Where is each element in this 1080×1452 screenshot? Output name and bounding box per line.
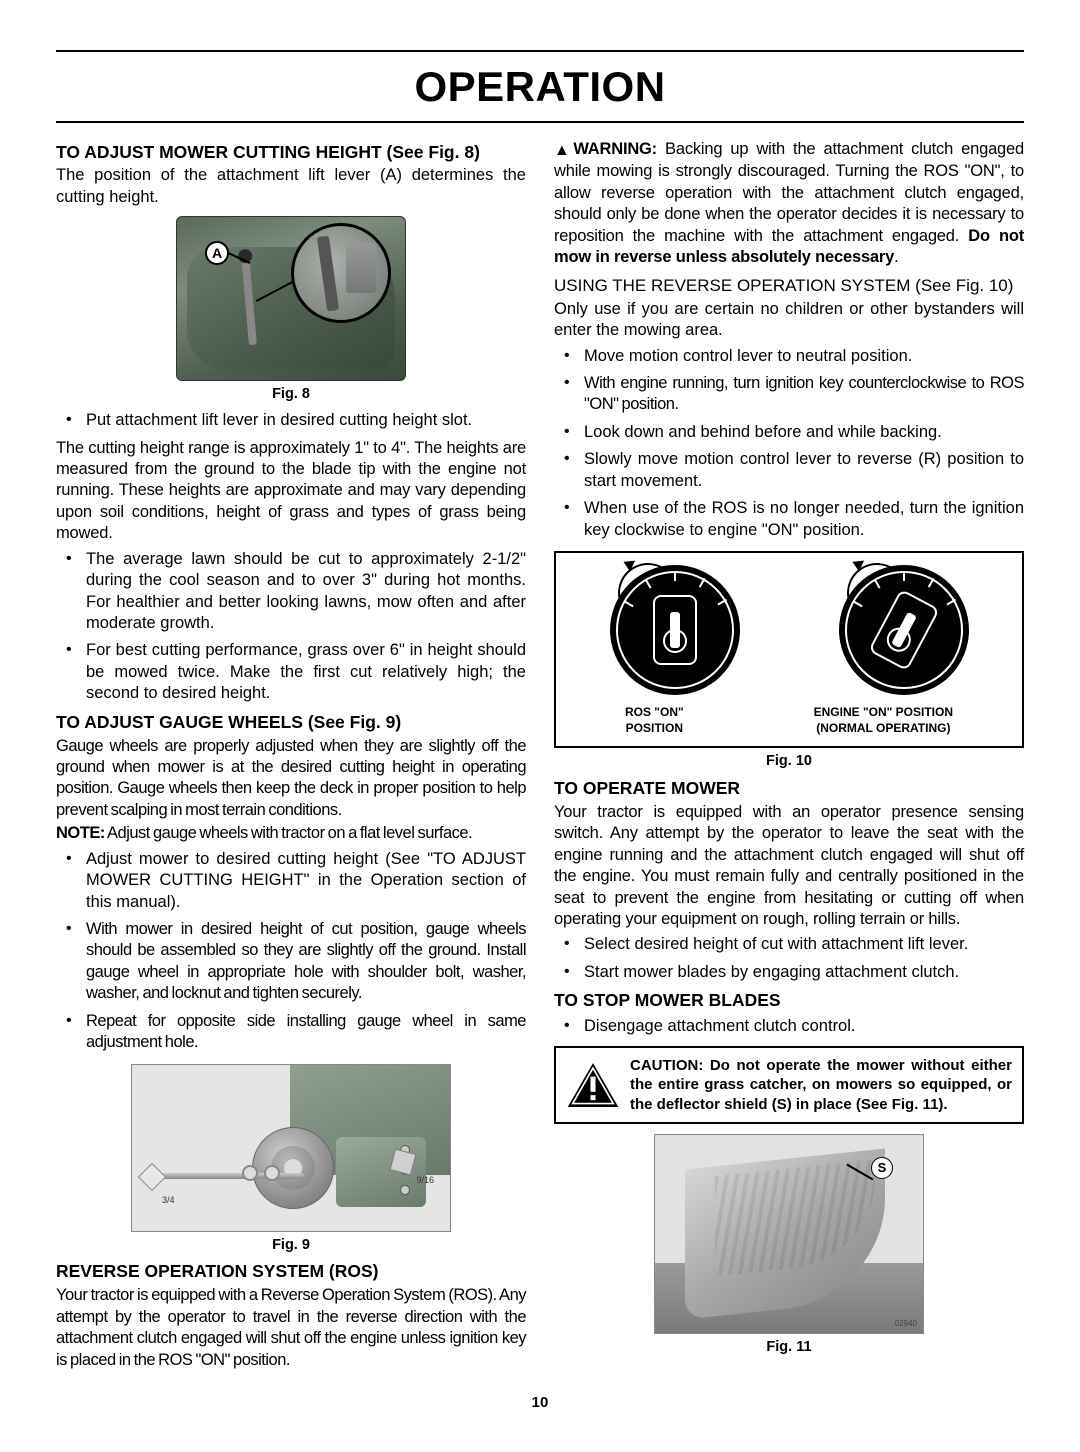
figure-10-label-right: ENGINE "ON" POSITION (NORMAL OPERATING) (814, 705, 953, 736)
figure-8: A (176, 216, 406, 381)
bullet-select-height: Select desired height of cut with attach… (554, 934, 1024, 955)
bullet-lift-lever: Put attachment lift lever in desired cut… (56, 410, 526, 431)
bullet-repeat-opposite: Repeat for opposite side installing gaug… (56, 1011, 526, 1054)
figure-9-size-916: 9/16 (416, 1175, 434, 1187)
caution-triangle-icon (566, 1061, 620, 1109)
bullet-turn-key-ccw: With engine running, turn ignition key c… (554, 373, 1024, 416)
bullet-look-behind: Look down and behind before and while ba… (554, 422, 1024, 443)
figure-8-caption: Fig. 8 (56, 385, 526, 404)
bullet-best-cutting: For best cutting performance, grass over… (56, 640, 526, 704)
bullet-turn-key-cw: When use of the ROS is no longer needed,… (554, 498, 1024, 541)
title-rule (56, 121, 1024, 123)
bullet-neutral: Move motion control lever to neutral pos… (554, 346, 1024, 367)
bullet-list-3: Adjust mower to desired cutting height (… (56, 849, 526, 1054)
caution-box: CAUTION: Do not operate the mower withou… (554, 1046, 1024, 1125)
bullet-list-4: Move motion control lever to neutral pos… (554, 346, 1024, 542)
para-lift-lever: The position of the attachment lift leve… (56, 165, 526, 208)
note-text: Adjust gauge wheels with tractor on a fl… (105, 824, 472, 842)
bullet-reverse: Slowly move motion control lever to reve… (554, 449, 1024, 492)
heading-operate-mower: TO OPERATE MOWER (554, 777, 1024, 800)
para-ros: Your tractor is equipped with a Reverse … (56, 1285, 526, 1371)
para-only-use: Only use if you are certain no children … (554, 299, 1024, 342)
dial-engine-on (839, 565, 969, 695)
bullet-disengage: Disengage attachment clutch control. (554, 1016, 1024, 1037)
bullet-list-2: The average lawn should be cut to approx… (56, 549, 526, 705)
top-rule (56, 50, 1024, 52)
figure-9-caption: Fig. 9 (56, 1236, 526, 1255)
para-operate-mower: Your tractor is equipped with an operato… (554, 802, 1024, 931)
figure-10: ROS "ON" POSITION ENGINE "ON" POSITION (… (554, 551, 1024, 748)
bullet-adjust-mower: Adjust mower to desired cutting height (… (56, 849, 526, 913)
figure-9-size-34: 3/4 (162, 1195, 175, 1207)
figure-10-caption: Fig. 10 (554, 752, 1024, 771)
caution-text: CAUTION: Do not operate the mower withou… (630, 1056, 1012, 1115)
bullet-list-1: Put attachment lift lever in desired cut… (56, 410, 526, 431)
bullet-start-blades: Start mower blades by engaging attachmen… (554, 962, 1024, 983)
dial-ros-on (610, 565, 740, 695)
bullet-list-6: Disengage attachment clutch control. (554, 1016, 1024, 1037)
bullet-avg-lawn: The average lawn should be cut to approx… (56, 549, 526, 635)
figure-11-caption: Fig. 11 (554, 1338, 1024, 1357)
para-height-range: The cutting height range is approximatel… (56, 438, 526, 545)
figure-10-label-left: ROS "ON" POSITION (625, 705, 684, 736)
warning-icon: ▲ (554, 142, 573, 159)
bullet-list-5: Select desired height of cut with attach… (554, 934, 1024, 983)
page-number: 10 (56, 1393, 1024, 1413)
note-label: NOTE: (56, 824, 105, 842)
heading-ros: REVERSE OPERATION SYSTEM (ROS) (56, 1260, 526, 1283)
figure-11-label-s: S (871, 1157, 893, 1179)
figure-9: 9/16 3/4 (131, 1064, 451, 1232)
left-column: TO ADJUST MOWER CUTTING HEIGHT (See Fig.… (56, 137, 526, 1373)
note-gauge-wheels: NOTE: Adjust gauge wheels with tractor o… (56, 823, 526, 844)
right-column: ▲WARNING: Backing up with the attachment… (554, 137, 1024, 1373)
para-gauge-wheels: Gauge wheels are properly adjusted when … (56, 736, 526, 822)
heading-stop-blades: TO STOP MOWER BLADES (554, 989, 1024, 1012)
bullet-assemble-wheels: With mower in desired height of cut posi… (56, 919, 526, 1005)
warning-label: WARNING: (573, 140, 657, 158)
heading-adjust-cutting-height: TO ADJUST MOWER CUTTING HEIGHT (See Fig.… (56, 141, 526, 164)
content-columns: TO ADJUST MOWER CUTTING HEIGHT (See Fig.… (56, 137, 1024, 1373)
figure-11: S 02940 (654, 1134, 924, 1334)
heading-using-ros: USING THE REVERSE OPERATION SYSTEM (See … (554, 275, 1024, 297)
heading-adjust-gauge-wheels: TO ADJUST GAUGE WHEELS (See Fig. 9) (56, 711, 526, 734)
warning-para: ▲WARNING: Backing up with the attachment… (554, 139, 1024, 269)
figure-11-code: 02940 (895, 1319, 917, 1329)
page-title: OPERATION (56, 60, 1024, 115)
